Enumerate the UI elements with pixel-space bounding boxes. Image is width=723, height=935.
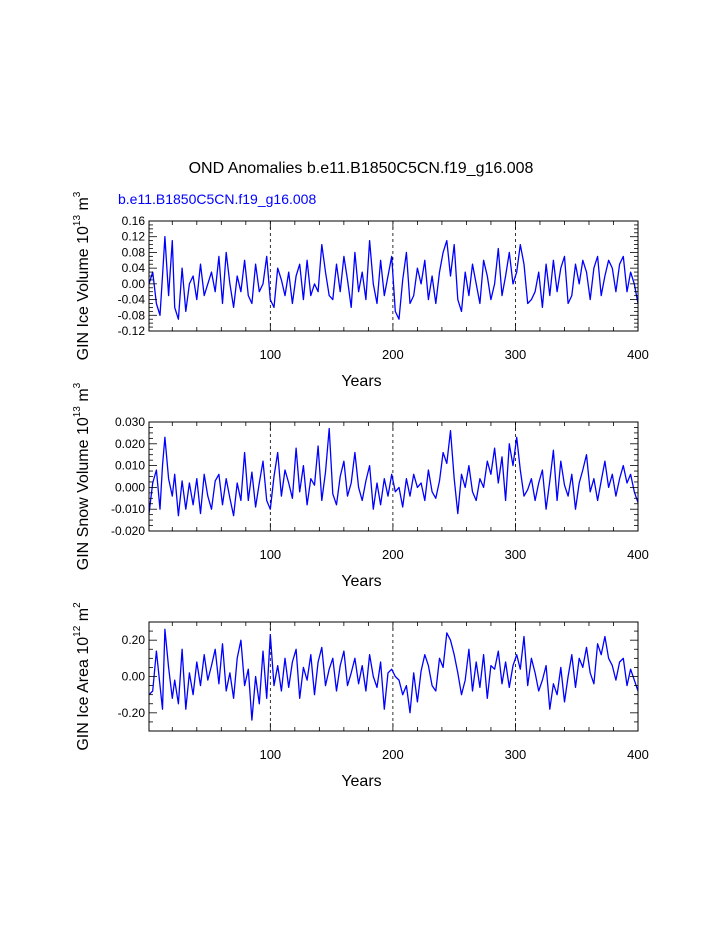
- x-tick-label: 400: [627, 747, 649, 762]
- x-tick-label: 300: [505, 547, 527, 562]
- data-line-snow-volume: [148, 427, 639, 517]
- data-line-ice-area: [148, 628, 639, 721]
- y-tick-label: 0.020: [115, 437, 145, 451]
- y-tick-label: -0.12: [118, 324, 146, 338]
- x-tick-label: 400: [627, 347, 649, 362]
- x-axis-label: Years: [341, 573, 381, 590]
- x-tick-label: 100: [259, 747, 281, 762]
- snow-volume-panel: -0.020 -0.010 0.000 0.010 0.020 0.030 100 200 30…: [72, 382, 649, 590]
- y-axis-label-text: GIN Ice Area 10: [75, 637, 92, 751]
- figure-title: OND Anomalies b.e11.B1850C5CN.f19_g16.00…: [189, 160, 534, 177]
- y-tick-label: -0.020: [111, 524, 145, 538]
- y-tick-label: 0.00: [122, 277, 146, 291]
- x-axis-label: Years: [341, 373, 381, 390]
- y-axis-label: GIN Ice Volume 1013 m3: [72, 191, 92, 360]
- x-tick-label: 100: [259, 547, 281, 562]
- y-axis-label-superscript: 12: [72, 625, 83, 637]
- y-tick-label: 0.16: [122, 214, 146, 228]
- x-tick-label: 200: [382, 547, 404, 562]
- y-axis-label: GIN Ice Area 1012 m2: [72, 602, 92, 751]
- y-tick-label: 0.030: [115, 415, 145, 429]
- y-tick-label: 0.12: [122, 230, 146, 244]
- y-axis-label-text: m: [75, 388, 92, 406]
- y-axis-label: GIN Snow Volume 1013 m3: [72, 382, 92, 570]
- y-axis-label-text: GIN Snow Volume 10: [75, 417, 92, 570]
- y-tick-label: -0.20: [118, 706, 146, 720]
- y-tick-label: -0.010: [111, 502, 145, 516]
- x-axis-label: Years: [341, 773, 381, 790]
- y-tick-label: -0.08: [118, 308, 146, 322]
- y-tick-label: 0.010: [115, 459, 145, 473]
- figure-subtitle: b.e11.B1850C5CN.f19_g16.008: [118, 191, 316, 207]
- y-axis-label-text: m: [75, 608, 92, 626]
- ice-area-panel: -0.20 0.00 0.20 100 200 300 400 Years GIN Ice Ar…: [72, 602, 649, 790]
- x-tick-label: 200: [382, 347, 404, 362]
- x-tick-label: 300: [505, 747, 527, 762]
- y-axis-label-text: m: [75, 197, 92, 215]
- y-tick-label: 0.20: [122, 633, 146, 647]
- x-tick-label: 300: [505, 347, 527, 362]
- y-tick-label: 0.08: [122, 245, 146, 259]
- x-tick-label: 200: [382, 747, 404, 762]
- y-tick-label: 0.00: [122, 670, 146, 684]
- y-axis-label-text: GIN Ice Volume 10: [75, 226, 92, 360]
- ice-volume-panel: -0.12 -0.08-0.04 0.00 0.04 0.080.12 0.16 100 20…: [72, 191, 649, 390]
- y-axis-label-superscript: 3: [72, 382, 83, 388]
- y-axis-label-superscript: 13: [72, 406, 83, 418]
- plot-frame: [148, 421, 639, 532]
- y-tick-label: 0.000: [115, 480, 145, 494]
- plot-frame: [148, 621, 639, 732]
- y-axis-label-superscript: 3: [72, 191, 83, 197]
- y-axis-label-superscript: 2: [72, 602, 83, 608]
- y-tick-label: 0.04: [122, 261, 146, 275]
- x-tick-label: 100: [259, 347, 281, 362]
- y-axis-label-superscript: 13: [72, 215, 83, 227]
- x-tick-label: 400: [627, 547, 649, 562]
- data-line-ice-volume: [148, 236, 639, 320]
- y-tick-label: -0.04: [118, 293, 146, 307]
